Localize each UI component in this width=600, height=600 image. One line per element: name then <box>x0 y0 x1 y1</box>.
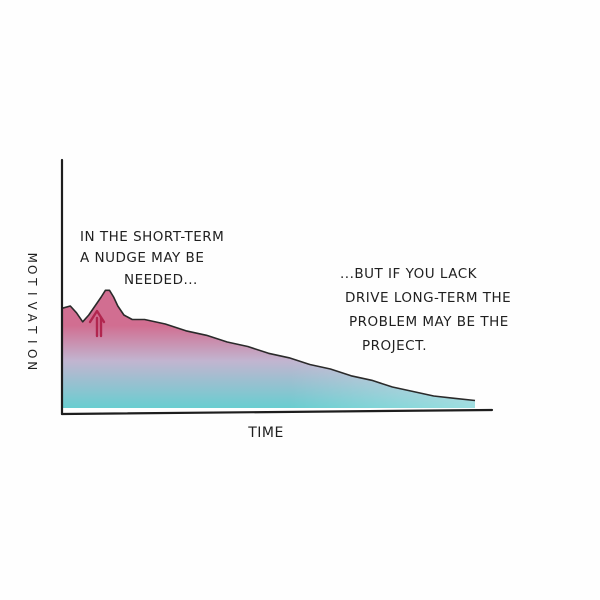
y-axis-label-glyph: A <box>25 314 39 323</box>
y-axis-label-glyph: I <box>25 340 39 344</box>
y-axis-label-glyph: O <box>25 265 39 275</box>
y-axis-label-glyph: M <box>25 253 39 264</box>
area-fade-overlay <box>62 290 475 408</box>
long-term-line-3: PROBLEM MAY BE THE <box>349 314 509 330</box>
long-term-line-4: PROJECT. <box>362 338 427 354</box>
long-term-line-2: DRIVE LONG-TERM THE <box>345 290 511 306</box>
y-axis-label-glyph: T <box>25 277 39 286</box>
x-axis-label: TIME <box>247 425 284 441</box>
long-term-annotation: ...BUT IF YOU LACK DRIVE LONG-TERM THE P… <box>340 266 511 354</box>
motivation-series-line <box>61 289 476 402</box>
y-axis-label-glyph: I <box>25 292 39 296</box>
nudge-up-arrow-icon <box>88 309 106 338</box>
short-term-line-1: IN THE SHORT-TERM <box>80 229 224 245</box>
y-axis-label-glyph: T <box>25 325 39 334</box>
y-axis-label-glyph: N <box>25 361 39 370</box>
y-axis-label-glyph: V <box>25 302 39 311</box>
x-axis-line <box>60 408 494 416</box>
short-term-annotation: IN THE SHORT-TERM A NUDGE MAY BE NEEDED.… <box>80 229 224 288</box>
y-axis-label-glyph: O <box>25 349 39 359</box>
short-term-line-3: NEEDED... <box>124 272 198 288</box>
long-term-line-1: ...BUT IF YOU LACK <box>340 266 478 282</box>
short-term-line-2: A NUDGE MAY BE <box>80 250 204 266</box>
